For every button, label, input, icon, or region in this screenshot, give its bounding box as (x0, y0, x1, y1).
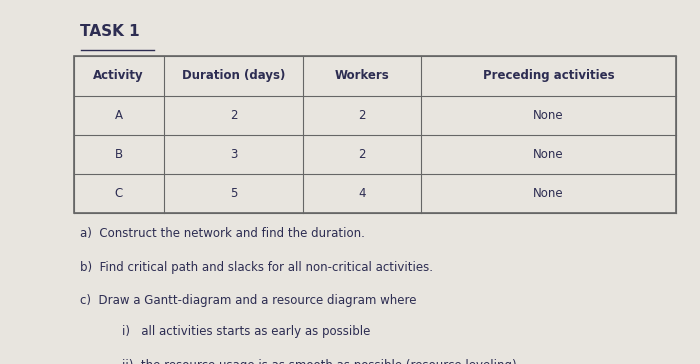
Text: Duration (days): Duration (days) (182, 70, 286, 83)
Text: 2: 2 (230, 108, 237, 122)
Text: ii)  the resource usage is as smooth as possible (resource leveling).: ii) the resource usage is as smooth as p… (122, 359, 521, 364)
Text: 5: 5 (230, 187, 237, 200)
Text: C: C (115, 187, 123, 200)
Text: 2: 2 (358, 148, 366, 161)
Text: b)  Find critical path and slacks for all non-critical activities.: b) Find critical path and slacks for all… (80, 261, 433, 274)
Text: None: None (533, 108, 564, 122)
Text: i)   all activities starts as early as possible: i) all activities starts as early as pos… (122, 325, 371, 338)
Text: Activity: Activity (93, 70, 144, 83)
Text: None: None (533, 148, 564, 161)
Bar (74, 56, 676, 213)
Text: 4: 4 (358, 187, 366, 200)
Text: 3: 3 (230, 148, 237, 161)
Text: Workers: Workers (335, 70, 390, 83)
Text: a)  Construct the network and find the duration.: a) Construct the network and find the du… (80, 228, 365, 241)
Text: None: None (533, 187, 564, 200)
Text: 2: 2 (358, 108, 366, 122)
Text: Preceding activities: Preceding activities (483, 70, 615, 83)
Bar (74, 56, 676, 213)
Text: A: A (115, 108, 122, 122)
Text: B: B (115, 148, 122, 161)
Text: c)  Draw a Gantt-diagram and a resource diagram where: c) Draw a Gantt-diagram and a resource d… (80, 294, 417, 308)
Text: TASK 1: TASK 1 (80, 24, 140, 39)
